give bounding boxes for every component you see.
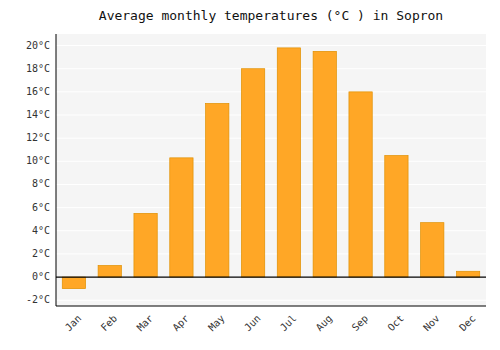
grid-line	[56, 161, 486, 162]
bar	[170, 158, 193, 277]
x-tick-label: Sep	[350, 313, 371, 334]
bar	[206, 103, 229, 277]
x-tick-label: Nov	[421, 313, 442, 334]
grid-line	[56, 277, 486, 278]
zero-line	[56, 276, 486, 277]
bar	[456, 271, 479, 277]
x-tick-label: May	[206, 313, 227, 334]
y-tick-label: 16°C	[26, 86, 50, 97]
grid-line	[56, 138, 486, 139]
y-tick-label: 14°C	[26, 109, 50, 120]
x-tick-label: Feb	[99, 313, 120, 334]
y-tick-label: 10°C	[26, 155, 50, 166]
x-axis-line	[56, 306, 486, 307]
grid-line	[56, 115, 486, 116]
grid-line	[56, 300, 486, 301]
chart: -2°C 0°C 2°C 4°C 6°C 8°C 10°C 12°C 14°C 16°C 18°C 2…	[0, 0, 500, 350]
bars	[62, 48, 479, 289]
bar	[134, 213, 157, 277]
grid-line	[56, 207, 486, 208]
grid-line	[56, 68, 486, 69]
y-tick-label: 6°C	[32, 202, 50, 213]
bar	[385, 156, 408, 278]
bar	[277, 48, 300, 277]
x-tick-label: Oct	[385, 313, 406, 334]
x-tick-label: Mar	[135, 313, 156, 334]
plot-background	[56, 34, 486, 306]
grid-line	[56, 184, 486, 185]
bar	[421, 223, 444, 277]
y-tick-label: 4°C	[32, 225, 50, 236]
x-tick-label: Dec	[457, 313, 478, 334]
x-tick-label: Jun	[242, 313, 263, 334]
grid-line	[56, 45, 486, 46]
bar	[313, 51, 336, 277]
grid-line	[56, 91, 486, 92]
bar	[349, 92, 372, 277]
bar	[62, 277, 85, 289]
y-tick-label: 12°C	[26, 132, 50, 143]
y-tick-label: 18°C	[26, 63, 50, 74]
y-tick-label: -2°C	[26, 294, 50, 305]
bar	[241, 69, 264, 277]
x-tick-label: Jan	[63, 313, 84, 334]
y-axis-line	[56, 34, 57, 306]
y-tick-label: 20°C	[26, 40, 50, 51]
x-tick-label: Apr	[170, 313, 191, 334]
y-tick-label: 0°C	[32, 271, 50, 282]
y-tick-label: 2°C	[32, 248, 50, 259]
x-tick-label: Aug	[314, 313, 335, 334]
y-tick-label: 8°C	[32, 178, 50, 189]
bar	[98, 265, 121, 277]
title: Average monthly temperatures (°C ) in So…	[99, 8, 443, 23]
x-tick-label: Jul	[278, 313, 299, 334]
